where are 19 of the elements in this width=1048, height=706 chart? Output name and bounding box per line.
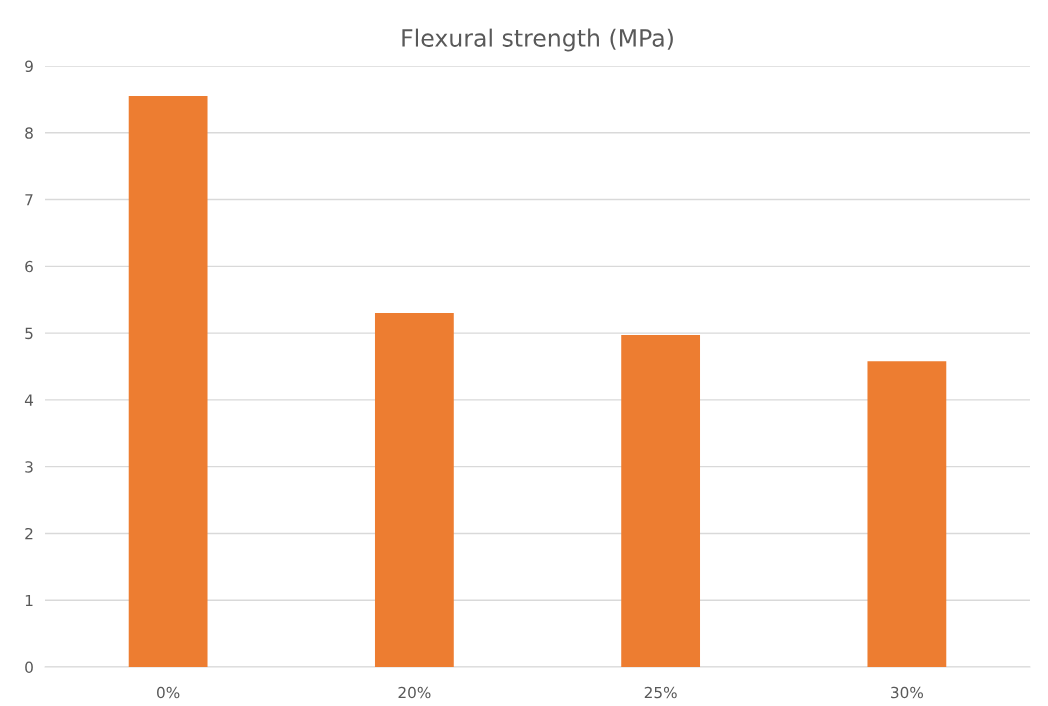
y-tick-label: 8 <box>25 127 33 139</box>
chart-title: Flexural strength (MPa) <box>402 28 673 52</box>
x-tick-label: 25% <box>644 686 677 699</box>
y-tick-label: 7 <box>25 194 33 206</box>
x-tick-label: 30% <box>891 686 924 699</box>
y-tick-label: 5 <box>25 327 33 340</box>
x-tick-label: 0% <box>157 686 180 699</box>
bar <box>621 335 701 667</box>
bar <box>867 361 947 667</box>
y-tick-label: 0 <box>25 661 33 674</box>
x-tick-label: 20% <box>398 686 431 699</box>
y-tick-label: 6 <box>25 260 33 273</box>
y-tick-label: 9 <box>25 60 33 73</box>
y-tick-label: 2 <box>25 527 33 540</box>
y-tick-label: 4 <box>24 394 34 406</box>
y-tick-label: 1 <box>25 594 33 607</box>
y-tick-label: 3 <box>25 461 33 473</box>
bar <box>128 96 208 667</box>
bar <box>374 313 454 667</box>
